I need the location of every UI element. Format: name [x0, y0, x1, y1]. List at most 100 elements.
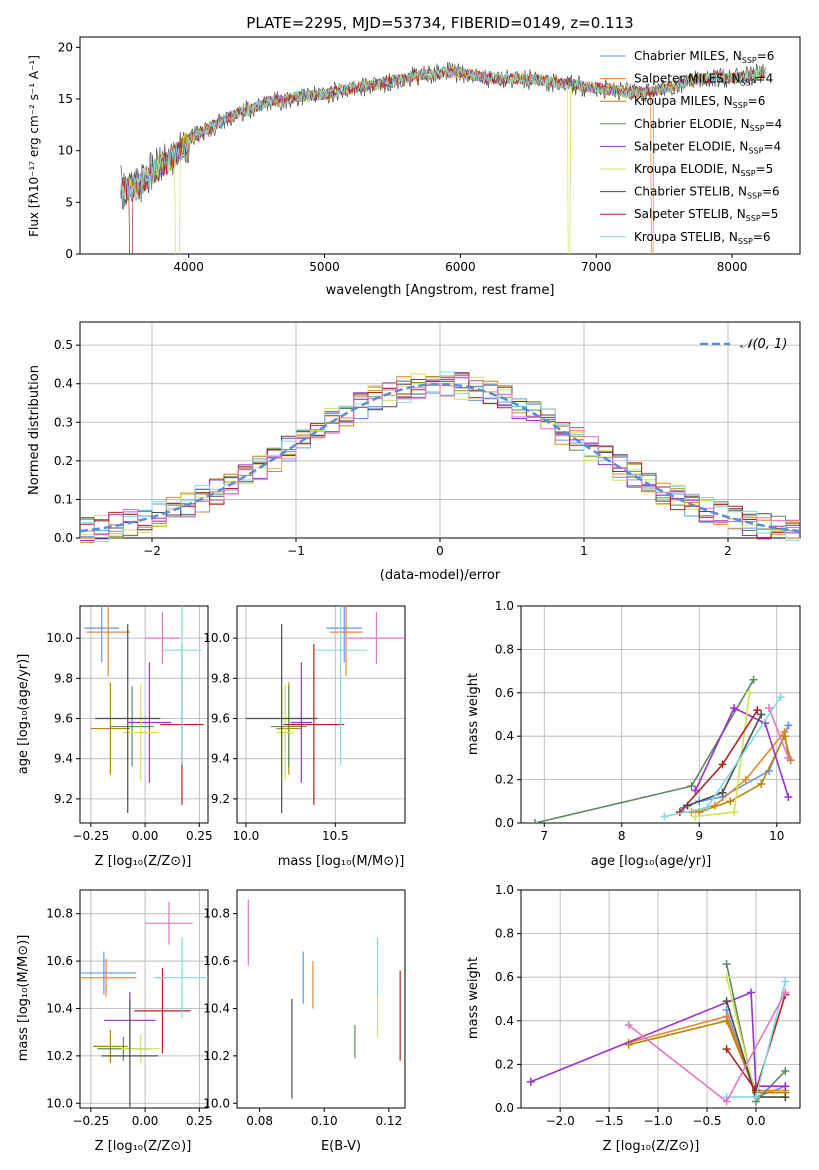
age_vs_Z-xtick-label: −0.25 — [72, 829, 109, 843]
weight_vs_age-ytick-label: 0.8 — [495, 642, 514, 656]
residuals-xlabel: (data-model)/error — [380, 568, 501, 583]
residuals-xtick-label: 2 — [724, 544, 732, 558]
weight_vs_age-marker — [745, 688, 754, 697]
legend-entry-suffix: =6 — [748, 94, 766, 108]
weight_vs_age-marker — [687, 782, 696, 791]
age_vs_Z-ytick-label: 10.0 — [46, 631, 73, 645]
age_vs_mass-ytick-label: 10.0 — [203, 631, 230, 645]
weight_vs_Z-marker — [624, 1021, 633, 1030]
mass_vs_Z-ytick-label: 10.8 — [46, 907, 73, 921]
spectrum-ytick-label: 10 — [58, 144, 73, 158]
weight_vs_age-frame — [520, 605, 801, 824]
weight_vs_Z-marker — [781, 1082, 790, 1091]
weight_vs_age-xtick-label: 10 — [769, 829, 784, 843]
weight_vs_age-marker — [730, 703, 739, 712]
weight_vs_Z-marker — [722, 1016, 731, 1025]
mass_vs_Z-xtick-label: −0.25 — [72, 1114, 109, 1128]
weight_vs_age-marker — [784, 792, 793, 801]
weight_vs_age-marker — [780, 732, 789, 741]
legend-entry-label: Chabrier STELIB, N — [634, 185, 747, 199]
weight_vs_age-marker — [784, 753, 793, 762]
residuals-ytick-label: 0.2 — [54, 454, 73, 468]
weight_vs_Z-ytick-label: 0.0 — [495, 1101, 514, 1115]
weight_vs_Z-marker — [722, 973, 731, 982]
legend-entry-subscript: SSP — [738, 237, 753, 246]
legend-entry-suffix: =4 — [756, 72, 774, 86]
legend-entry-suffix: =5 — [756, 162, 774, 176]
spectrum-xtick-label: 7000 — [581, 260, 612, 274]
age_vs_mass-ytick-label: 9.2 — [211, 792, 230, 806]
spectrum-frame — [79, 36, 801, 255]
age_vs_Z-ytick-label: 9.8 — [54, 671, 73, 685]
weight_vs_age-line-4 — [694, 706, 790, 798]
legend-entry-suffix: =6 — [757, 49, 775, 63]
legend-entry-suffix: =5 — [761, 207, 779, 221]
legend-entry-label: Salpeter STELIB, N — [634, 207, 746, 221]
spectrum-ylabel: Flux [fλ10⁻¹⁷ erg cm⁻² s⁻¹ A⁻¹] — [27, 55, 41, 237]
legend-entry-suffix: =6 — [762, 185, 780, 199]
residuals-ytick-label: 0.3 — [54, 415, 73, 429]
mass_vs_ebv-ytick-label: 10.4 — [203, 1001, 230, 1015]
spectrum-ytick-label: 15 — [58, 92, 73, 106]
weight_vs_age-xtick-label: 7 — [540, 829, 548, 843]
mass_vs_Z-frame — [79, 889, 209, 1109]
weight_vs_Z-marker — [751, 1093, 760, 1102]
weight_vs_Z-marker — [526, 1077, 535, 1086]
weight_vs_age-marker — [660, 812, 669, 821]
age_vs_mass-ytick-label: 9.4 — [211, 752, 230, 766]
weight_vs_age-marker — [753, 706, 762, 715]
legend-entry: Kroupa ELODIE, NSSP=5 — [634, 162, 773, 178]
weight_vs_age-marker — [765, 703, 773, 712]
legend-entry: Salpeter STELIB, NSSP=5 — [634, 207, 778, 223]
mass_vs_ebv-ytick-label: 10.0 — [203, 1096, 230, 1110]
spectrum-xtick-label: 8000 — [717, 260, 748, 274]
age-vs-Z-ylabel: age [log₁₀(age/yr)] — [16, 654, 31, 775]
weight_vs_age-ytick-label: 0.0 — [495, 816, 514, 830]
weight_vs_Z-ytick-label: 1.0 — [495, 883, 514, 897]
mass-vs-Z-ylabel: mass [log₁₀(M/M⊙)] — [16, 935, 31, 1062]
legend-entry-subscript: SSP — [741, 79, 756, 88]
legend-entry-subscript: SSP — [750, 124, 765, 133]
spectrum-ytick-label: 5 — [65, 195, 73, 209]
normal-curve — [80, 382, 800, 533]
legend-entry-label: Kroupa STELIB, N — [634, 230, 738, 244]
spectrum-series-7 — [120, 66, 766, 254]
residuals-legend-label: 𝒩(0, 1) — [740, 337, 787, 352]
spectrum-xlabel: wavelength [Angstrom, rest frame] — [326, 283, 555, 298]
weight_vs_Z-marker — [722, 1097, 731, 1106]
age_vs_mass-ytick-label: 9.6 — [211, 712, 230, 726]
mass_vs_Z-ytick-label: 10.6 — [46, 954, 73, 968]
mass-vs-ebv-xlabel: E(B-V) — [321, 1139, 361, 1154]
spectrum-xtick-label: 4000 — [173, 260, 204, 274]
age_vs_Z-frame — [79, 605, 209, 824]
weight_vs_age-marker — [757, 710, 766, 719]
weight_vs_age-marker — [726, 797, 735, 806]
weight_vs_Z-marker — [722, 960, 731, 969]
weight_vs_age-marker — [530, 819, 539, 823]
weight_vs_Z-ytick-label: 0.8 — [495, 927, 514, 941]
spectrum-series-8 — [120, 66, 766, 201]
age_vs_Z-ytick-label: 9.6 — [54, 712, 73, 726]
weight_vs_Z-marker — [747, 988, 756, 997]
legend-entry-subscript: SSP — [742, 56, 757, 65]
weight-vs-Z-xlabel: Z [log₁₀(Z/Z⊙)] — [603, 1139, 700, 1154]
age_vs_mass-xtick-label: 10.0 — [233, 829, 260, 843]
weight_vs_Z-marker — [781, 977, 790, 986]
weight_vs_Z-marker — [781, 1093, 790, 1102]
age_vs_Z-xtick-label: 0.25 — [186, 829, 213, 843]
legend-entry-subscript: SSP — [746, 214, 761, 223]
weight_vs_age-ytick-label: 0.4 — [495, 729, 514, 743]
age_vs_mass-ytick-label: 9.8 — [211, 671, 230, 685]
residuals-frame — [79, 321, 801, 539]
mass_vs_ebv-frame — [236, 889, 406, 1109]
weight_vs_age-ytick-label: 1.0 — [495, 599, 514, 613]
weight_vs_age-xtick-label: 8 — [618, 829, 626, 843]
legend-entry-suffix: =4 — [765, 117, 783, 131]
residuals-ytick-label: 0.1 — [54, 492, 73, 506]
mass_vs_Z-xtick-label: 0.00 — [132, 1114, 159, 1128]
weight_vs_Z-xtick-label: −0.5 — [692, 1114, 721, 1128]
age-vs-mass-xlabel: mass [log₁₀(M/M⊙)] — [278, 854, 405, 869]
weight_vs_age-xtick-label: 9 — [695, 829, 703, 843]
weight_vs_Z-line-4 — [530, 991, 786, 1087]
age_vs_mass-xtick-label: 10.5 — [322, 829, 349, 843]
